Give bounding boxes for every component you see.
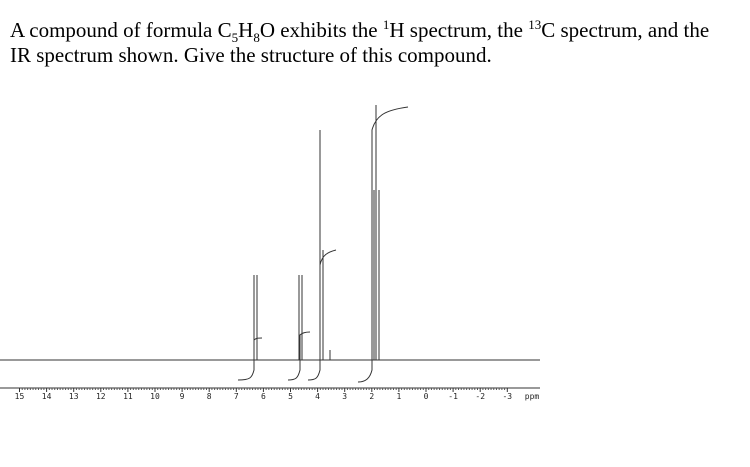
question-text: A compound of formula C (10, 18, 232, 42)
subscript: 5 (231, 30, 239, 46)
tick-label: 0 (424, 392, 429, 401)
peak (373, 105, 380, 360)
tick-label: 2 (369, 392, 374, 401)
tick-label: -3 (502, 392, 512, 401)
tick-label: 10 (150, 392, 160, 401)
question-text: O exhibits the (259, 18, 383, 42)
integral (307, 249, 337, 381)
superscript: 1 (382, 17, 390, 32)
integral (287, 331, 311, 381)
integral (357, 106, 409, 383)
spectrum-trace (0, 105, 540, 389)
tick-label: 5 (288, 392, 293, 401)
question-text: C spectrum, and the IR spectrum shown. G… (10, 18, 710, 67)
tick-label: 1 (396, 392, 401, 401)
question-text: H (238, 18, 254, 42)
tick-label: 6 (261, 392, 266, 401)
axis-label: ppm (525, 392, 540, 401)
tick-label: -1 (448, 392, 458, 401)
tick-label: 12 (96, 392, 106, 401)
tick-label: 15 (15, 392, 25, 401)
question: A compound of formula C5H8O exhibits the… (10, 18, 722, 68)
tick-label: 9 (180, 392, 185, 401)
tick-label: 11 (123, 392, 133, 401)
peak (298, 275, 303, 360)
subscript: 8 (253, 30, 260, 46)
tick-label: 7 (234, 392, 239, 401)
tick-label: -2 (475, 392, 485, 401)
tick-label: 8 (207, 392, 212, 401)
tick-label: 4 (315, 392, 320, 401)
tick-label: 13 (69, 392, 79, 401)
question-text: H spectrum, the (389, 18, 529, 42)
tick-label: 14 (42, 392, 52, 401)
integral (237, 337, 263, 381)
superscript: 13 (528, 17, 542, 32)
tick-label: 3 (342, 392, 347, 401)
